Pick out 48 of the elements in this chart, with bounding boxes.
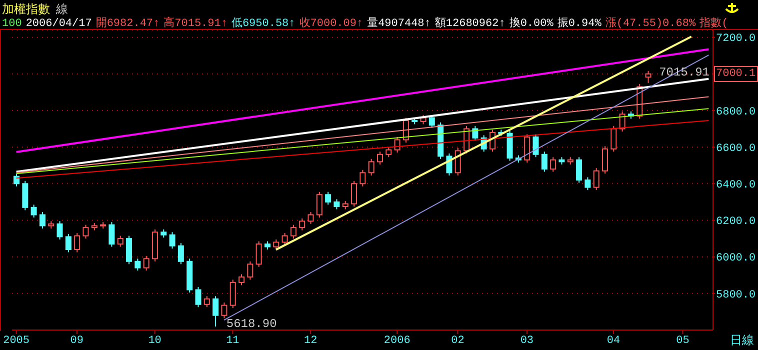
text: 額12680962↑ [434,18,506,30]
x-tick-label: 09 [70,334,84,347]
text: 漲(47.55)0.68% [605,18,696,30]
text: 高7015.91↑ [164,18,228,30]
x-tick-label: 11 [226,334,240,347]
y-tick-label: 6400.0 [716,180,756,192]
text: 收7000.09↑ [299,18,364,30]
text: 2006/04/17 [26,18,92,30]
y-tick-label: 6600.0 [716,142,756,155]
text: 100 [2,18,22,30]
x-tick-label: 12 [304,334,318,347]
chart-subtitle: 線 [56,3,68,17]
annotation: 5618.90 [226,316,277,331]
text: 指數( [700,18,728,30]
x-tick-label: 2006 [384,334,410,347]
candlestick [56,220,63,240]
candlestick [376,151,383,165]
chart-title: 加權指數 [2,3,50,17]
y-tick-label: 6000.0 [716,252,756,265]
candlestick [541,151,548,172]
text: 換0.00% [509,18,554,30]
candlestick [308,212,314,224]
x-tick-label: 03 [520,334,534,347]
candlestick [74,232,80,253]
text: 量4907448↑ [367,18,431,30]
candlestick [39,212,46,229]
candlestick [342,200,348,210]
text: 7000.1 [714,66,758,82]
text: 振0.94% [557,18,602,30]
y-tick-label: 6200.0 [716,216,756,228]
x-tick-label: 05 [676,334,690,347]
x-tick-label: 2005 [3,334,30,347]
candlestick [334,198,340,210]
y-tick-label: 7200.0 [716,33,756,46]
text: 日線 [730,333,754,349]
x-tick-label: 10 [148,334,162,347]
candlestick [567,156,574,165]
candlestick [212,296,219,328]
candlestick [558,156,565,165]
candlestick [48,220,54,229]
x-tick-label: 02 [451,334,464,347]
candlestick [550,156,556,172]
x-tick-label: 04 [606,334,620,347]
y-tick-label: 5800.0 [716,289,756,302]
text: 低6950.58↑ [231,18,296,30]
y-tick-label: 6800.0 [716,106,756,118]
candlestick [108,222,115,248]
text: 開6982.47↑ [96,18,160,30]
